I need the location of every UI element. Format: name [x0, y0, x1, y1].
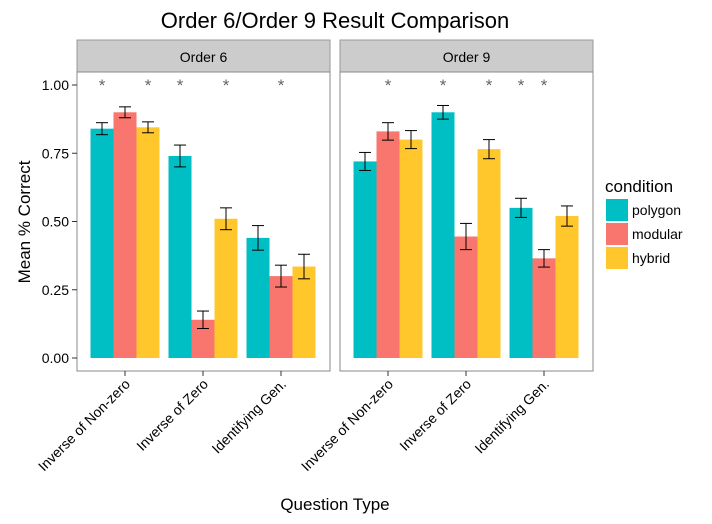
panel-order-9: Order 9 Inverse of Non-zero * Inverse of Ze… [298, 39, 594, 474]
bar-modular [113, 112, 137, 358]
panel-order-6: Order 6 Inverse of Non-zero * * Inverse of Z… [35, 39, 331, 474]
bar-modular [376, 131, 400, 358]
bar-modular [532, 258, 556, 358]
x-tick-label: Inverse of Zero [396, 376, 474, 454]
bar-modular [269, 276, 293, 358]
x-tick-label: Inverse of Non-zero [35, 376, 133, 474]
significance-marker: * [440, 76, 447, 95]
significance-marker: * [385, 76, 392, 95]
significance-marker: * [177, 76, 184, 95]
bar-hybrid [292, 266, 316, 358]
significance-marker: * [486, 76, 493, 95]
bar-polygon [431, 112, 455, 358]
legend-title: condition [605, 177, 673, 196]
legend-label-modular: modular [632, 226, 683, 242]
x-tick-label: Inverse of Non-zero [298, 376, 396, 474]
x-tick-label: Inverse of Zero [133, 376, 211, 454]
y-tick-label: 0.00 [42, 350, 69, 366]
significance-marker: * [518, 76, 525, 95]
bar-polygon [90, 128, 114, 358]
x-tick-label: Identifying Gen. [471, 376, 552, 457]
bar-hybrid [477, 149, 501, 358]
bar-modular [454, 236, 478, 358]
y-axis-label: Mean % Correct [15, 160, 34, 283]
bar-hybrid [136, 127, 160, 358]
legend: condition polygon modular hybrid [605, 177, 683, 269]
x-axis-label: Question Type [280, 495, 389, 514]
y-tick-label: 0.75 [42, 145, 69, 161]
bar-polygon [353, 161, 377, 358]
y-tick-label: 0.50 [42, 214, 69, 230]
legend-swatch-hybrid [606, 247, 628, 269]
bar-polygon [168, 155, 192, 358]
panels: Order 6 Inverse of Non-zero * * Inverse of Z… [35, 39, 594, 474]
x-tick-label: Identifying Gen. [208, 376, 289, 457]
bar-modular [191, 319, 215, 358]
legend-label-polygon: polygon [632, 202, 681, 218]
bar-hybrid [214, 218, 238, 358]
legend-swatch-polygon [606, 199, 628, 221]
bar-hybrid [399, 139, 423, 358]
bar-hybrid [555, 216, 579, 358]
bar-polygon [246, 237, 270, 358]
significance-marker: * [278, 76, 285, 95]
panel-strip [76, 39, 331, 73]
panel-strip [339, 39, 594, 73]
significance-marker: * [541, 76, 548, 95]
legend-swatch-modular [606, 223, 628, 245]
panel-strip-label: Order 9 [443, 49, 491, 65]
significance-marker: * [223, 76, 230, 95]
y-tick-label: 0.25 [42, 282, 69, 298]
y-tick-label: 1.00 [42, 77, 69, 93]
panel-strip-label: Order 6 [180, 49, 228, 65]
legend-label-hybrid: hybrid [632, 250, 670, 266]
significance-marker: * [145, 76, 152, 95]
significance-marker: * [99, 76, 106, 95]
bar-polygon [509, 207, 533, 358]
chart-title: Order 6/Order 9 Result Comparison [161, 8, 509, 33]
